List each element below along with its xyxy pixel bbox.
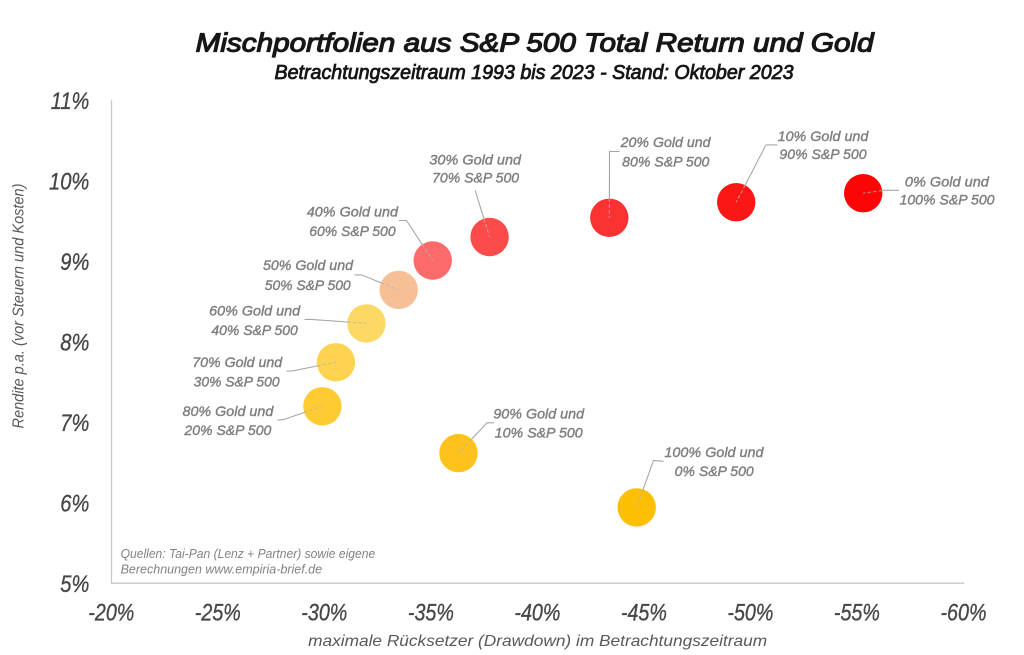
svg-text:Mischportfolien aus S&P 500 To: Mischportfolien aus S&P 500 Total Return… [196,27,876,57]
svg-text:Betrachtungszeitraum 1993 bis: Betrachtungszeitraum 1993 bis 2023 - Sta… [275,62,794,84]
svg-text:-25%: -25% [195,600,241,627]
svg-text:90% S&P 500: 90% S&P 500 [779,146,866,162]
svg-text:-20%: -20% [88,600,134,627]
svg-text:0% S&P 500: 0% S&P 500 [675,463,754,479]
svg-text:10% Gold und: 10% Gold und [778,128,870,144]
svg-text:Quellen: Tai-Pan (Lenz + Partn: Quellen: Tai-Pan (Lenz + Partner) sowie … [121,546,376,561]
svg-text:maximale Rücksetzer (Drawdown): maximale Rücksetzer (Drawdown) im Betrac… [308,633,767,650]
svg-text:80% S&P 500: 80% S&P 500 [622,153,709,169]
svg-text:6%: 6% [60,491,89,518]
svg-text:80% Gold und: 80% Gold und [183,403,275,419]
svg-text:90% Gold und: 90% Gold und [493,406,585,422]
svg-text:70% S&P 500: 70% S&P 500 [432,170,519,186]
svg-text:9%: 9% [60,249,89,276]
svg-text:50% S&P 500: 50% S&P 500 [265,277,351,293]
svg-text:Berechnungen www.empiria-brief: Berechnungen www.empiria-brief.de [121,562,323,577]
svg-text:30% S&P 500: 30% S&P 500 [194,373,280,389]
svg-text:50% Gold und: 50% Gold und [263,257,354,273]
svg-text:10%: 10% [49,169,89,196]
svg-text:40% Gold und: 40% Gold und [307,204,399,220]
svg-text:11%: 11% [51,88,90,115]
svg-text:7%: 7% [60,410,89,437]
svg-text:-60%: -60% [941,600,987,627]
svg-text:-30%: -30% [301,600,347,627]
svg-text:5%: 5% [60,571,89,598]
svg-text:-50%: -50% [727,600,773,627]
svg-text:-45%: -45% [621,600,667,627]
svg-text:8%: 8% [60,330,89,357]
svg-text:-35%: -35% [408,600,454,627]
svg-text:100% Gold und: 100% Gold und [664,444,764,460]
svg-text:0% Gold und: 0% Gold und [905,173,990,189]
svg-text:10% S&P 500: 10% S&P 500 [495,424,583,440]
svg-text:-55%: -55% [834,600,880,627]
svg-text:30% Gold und: 30% Gold und [429,151,522,167]
svg-text:60% Gold und: 60% Gold und [209,302,301,318]
svg-text:40% S&P 500: 40% S&P 500 [211,322,298,338]
svg-text:70% Gold und: 70% Gold und [192,354,283,370]
svg-text:Rendite p.a. (vor Steuern und: Rendite p.a. (vor Steuern und Kosten) [11,184,28,429]
svg-text:100% S&P 500: 100% S&P 500 [900,192,995,208]
svg-text:20% Gold und: 20% Gold und [620,134,712,150]
svg-text:-40%: -40% [514,600,560,627]
svg-text:20% S&P 500: 20% S&P 500 [183,422,271,438]
svg-text:60% S&P 500: 60% S&P 500 [309,223,396,239]
